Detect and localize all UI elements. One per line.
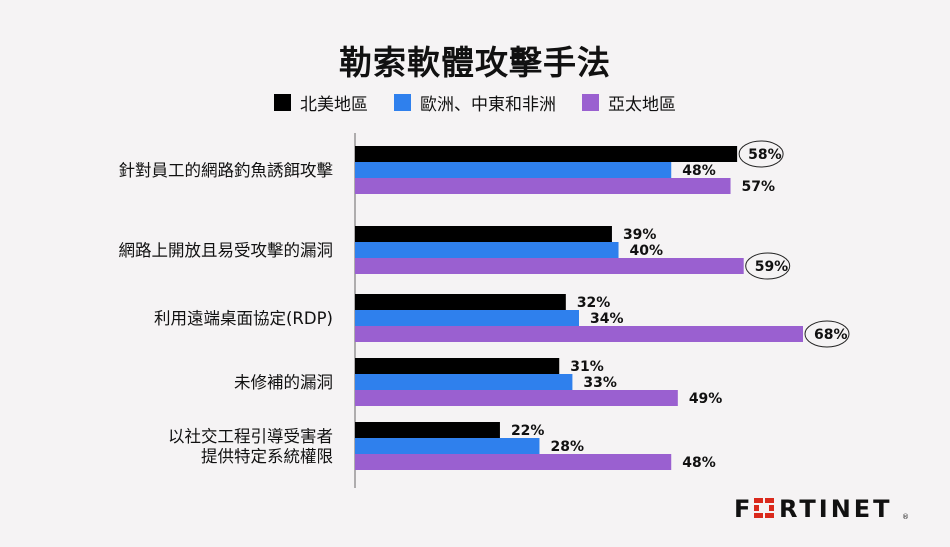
chart-title: 勒索軟體攻擊手法	[339, 43, 611, 82]
legend-label-emea: 歐洲、中東和非洲	[420, 95, 556, 115]
bar	[355, 294, 566, 310]
bar	[355, 258, 744, 274]
highlight-ellipse	[804, 320, 850, 348]
bar	[355, 326, 803, 342]
fortinet-logo: F RTINET ®	[734, 495, 910, 525]
category-label: 以社交工程引導受害者	[168, 427, 333, 446]
data-label: 68%	[814, 327, 848, 343]
category-label: 針對員工的網路釣魚誘餌攻擊	[119, 161, 334, 180]
data-label: 33%	[583, 375, 617, 391]
bar	[355, 422, 500, 438]
bar	[355, 374, 573, 390]
category-label: 提供特定系統權限	[201, 447, 333, 466]
data-label: 57%	[742, 179, 776, 195]
highlight-ellipse	[745, 252, 791, 280]
svg-text:F: F	[734, 495, 753, 521]
data-label: 58%	[748, 147, 782, 163]
highlight-ellipse	[738, 140, 784, 168]
data-label: 40%	[630, 243, 664, 259]
bar	[355, 146, 738, 162]
data-label: 59%	[755, 259, 789, 275]
legend-item-apac: 亞太地區	[582, 90, 676, 115]
bar	[355, 358, 560, 374]
legend-swatch-north-america	[274, 94, 291, 111]
bar	[355, 310, 579, 326]
data-label: 48%	[682, 163, 716, 179]
data-label: 32%	[577, 295, 611, 311]
category-label: 利用遠端桌面協定(RDP)	[154, 309, 333, 328]
svg-text:RTINET: RTINET	[779, 495, 893, 521]
data-label: 48%	[682, 455, 716, 471]
bar	[355, 178, 731, 194]
data-label: 49%	[689, 391, 723, 407]
bar	[355, 242, 619, 258]
data-label: 39%	[623, 227, 657, 243]
data-label: 31%	[570, 359, 604, 375]
bar	[355, 162, 672, 178]
data-label: 22%	[511, 423, 545, 439]
bar	[355, 438, 540, 454]
legend: 北美地區 歐洲、中東和非洲 亞太地區	[0, 90, 950, 115]
bar	[355, 454, 672, 470]
legend-label-apac: 亞太地區	[608, 95, 676, 115]
data-label: 34%	[590, 311, 624, 327]
category-label: 網路上開放且易受攻擊的漏洞	[119, 241, 334, 260]
svg-text:®: ®	[902, 513, 909, 521]
data-label: 28%	[550, 439, 584, 455]
bar	[355, 390, 678, 406]
legend-swatch-apac	[582, 94, 599, 111]
legend-swatch-emea	[394, 94, 411, 111]
category-label: 未修補的漏洞	[234, 373, 333, 392]
legend-item-emea: 歐洲、中東和非洲	[394, 90, 556, 115]
legend-item-north-america: 北美地區	[274, 90, 368, 115]
bar	[355, 226, 612, 242]
legend-label-north-america: 北美地區	[300, 95, 368, 115]
